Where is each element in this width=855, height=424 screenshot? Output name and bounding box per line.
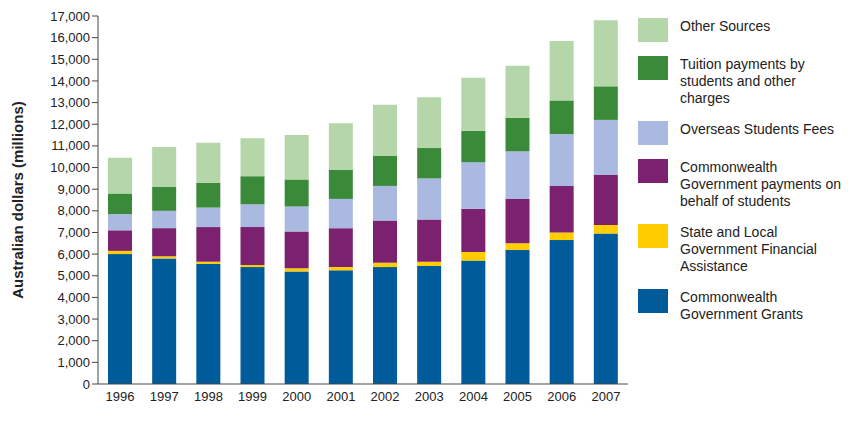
svg-text:2001: 2001 (326, 389, 355, 404)
svg-text:15,000: 15,000 (50, 52, 90, 67)
svg-text:2,000: 2,000 (57, 333, 90, 348)
svg-text:7,000: 7,000 (57, 225, 90, 240)
svg-text:1,000: 1,000 (57, 355, 90, 370)
svg-text:4,000: 4,000 (57, 290, 90, 305)
svg-text:6,000: 6,000 (57, 247, 90, 262)
svg-text:10,000: 10,000 (50, 160, 90, 175)
svg-text:1998: 1998 (194, 389, 223, 404)
html-text:Commonwealth Government Grants: Commonwealth Government Grants (680, 289, 803, 322)
svg-text:12,000: 12,000 (50, 117, 90, 132)
svg-text:8,000: 8,000 (57, 203, 90, 218)
svg-text:1999: 1999 (238, 389, 267, 404)
svg-text:2002: 2002 (371, 389, 400, 404)
svg-text:2004: 2004 (459, 389, 488, 404)
html-text:Tuition payments by students a: Tuition payments by students and other c… (680, 56, 805, 106)
svg-text:2000: 2000 (282, 389, 311, 404)
svg-text:3,000: 3,000 (57, 312, 90, 327)
svg-text:Australian dollars (millions): Australian dollars (millions) (9, 101, 26, 299)
html-text:Other Sources: Other Sources (680, 18, 771, 34)
svg-text:2007: 2007 (591, 389, 620, 404)
svg-text:14,000: 14,000 (50, 74, 90, 89)
svg-text:2006: 2006 (547, 389, 576, 404)
svg-text:17,000: 17,000 (50, 9, 90, 24)
html-text:Commonwealth Government paymen: Commonwealth Government payments on beha… (680, 159, 842, 209)
svg-text:13,000: 13,000 (50, 95, 90, 110)
svg-text:0: 0 (83, 377, 90, 392)
svg-text:1996: 1996 (106, 389, 135, 404)
svg-text:1997: 1997 (150, 389, 179, 404)
html-text:Overseas Students Fees: Overseas Students Fees (680, 121, 835, 137)
svg-text:2003: 2003 (415, 389, 444, 404)
html-text:State and Local Government Fin: State and Local Government Financial Ass… (680, 224, 817, 274)
svg-text:2005: 2005 (503, 389, 532, 404)
svg-text:11,000: 11,000 (51, 138, 90, 153)
svg-text:9,000: 9,000 (57, 182, 90, 197)
svg-text:16,000: 16,000 (50, 30, 90, 45)
svg-text:5,000: 5,000 (57, 268, 90, 283)
